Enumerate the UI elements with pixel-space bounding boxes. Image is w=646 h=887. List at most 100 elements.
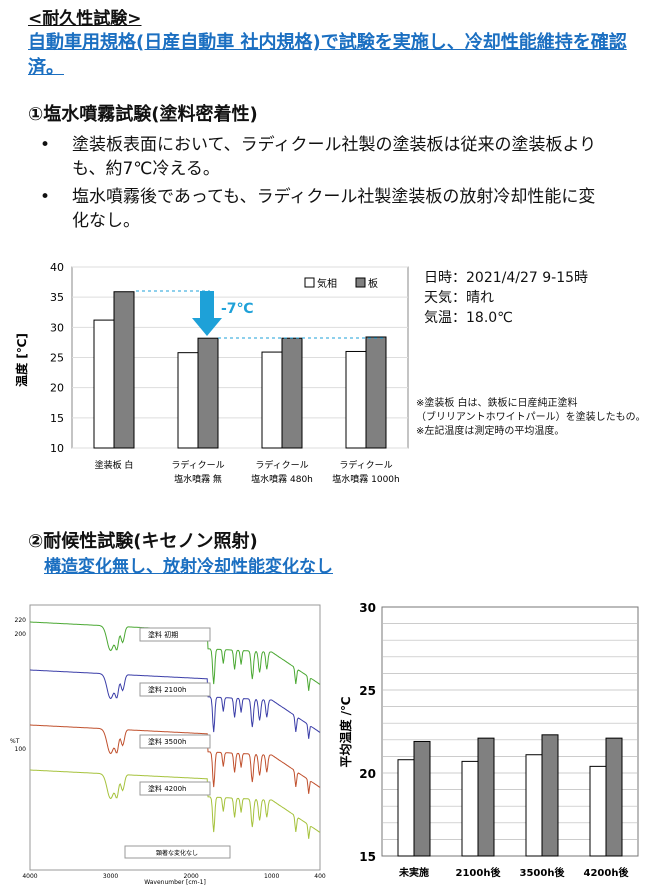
series-label-box <box>139 781 211 796</box>
bullet-item: • 塗装板表面において、ラディクール社製の塗装板は従来の塗装板よりも、約7℃冷える… <box>40 133 600 181</box>
spectra <box>30 621 321 839</box>
series-label-box <box>139 734 211 749</box>
y-tick-label: 220 <box>15 617 27 624</box>
bars <box>93 291 387 449</box>
y-tick-label: 25 <box>50 352 64 365</box>
note-line: （ブリリアントホワイトパール）を塗装したもの。 <box>416 412 646 423</box>
y-axis-label: %T <box>10 738 20 745</box>
temperature-drop-annotation: -7℃ <box>136 290 386 339</box>
x-tick-label: 3000 <box>103 873 118 880</box>
y-tick-label: 40 <box>50 261 64 274</box>
series-label-box <box>139 627 211 642</box>
x-tick-label: 塩水噴霧 480h <box>251 473 313 485</box>
test2-title: ②耐候性試験(キセノン照射) <box>28 531 258 552</box>
y-tick-label: 15 <box>359 850 376 864</box>
bullet-text: 塩水噴霧後であっても、ラディクール社製塗装板の放射冷却性能に変化なし。 <box>72 187 596 231</box>
bar <box>413 740 431 857</box>
down-arrow-icon <box>192 291 222 336</box>
arrow-label: -7℃ <box>221 301 254 317</box>
bar <box>525 754 543 857</box>
series-label: 塗料 3500h <box>148 737 186 746</box>
legend-label-1: 板 <box>368 277 378 290</box>
note-line: ※左記温度は測定時の平均温度。 <box>416 426 565 437</box>
bar <box>177 352 199 449</box>
test-conditions: 日時：2021/4/27 9-15時 天気：晴れ 気温：18.0℃ <box>424 268 588 328</box>
series-label: 塗料 初期 <box>148 630 178 639</box>
y-axis-label: 温度 [℃] <box>14 333 29 387</box>
summary-text: 自動車用規格(日産自動車 社内規格)で試験を実施し、冷却性能維持を確認済。 <box>28 32 627 78</box>
condition-temp: 気温：18.0℃ <box>424 310 513 326</box>
bar <box>589 765 607 857</box>
x-tick-label: ラディクール <box>171 459 224 471</box>
bar <box>113 291 135 449</box>
series-label: 塗料 2100h <box>148 685 186 694</box>
y-tick-label: 15 <box>50 412 64 425</box>
bottom-label-box <box>124 845 231 859</box>
bar <box>365 336 387 449</box>
legend: 気相 板 <box>304 277 378 290</box>
x-tick-label: 塩水噴霧 無 <box>174 473 222 485</box>
notes: ※塗装板 白は、鉄板に日産純正塗料 （ブリリアントホワイトパール）を塗装したもの… <box>416 397 646 439</box>
bar <box>477 737 495 857</box>
x-tick-label: 塗装板 白 <box>95 459 134 471</box>
series-label-box <box>139 682 211 697</box>
x-tick-label: 2000 <box>183 873 198 880</box>
x-tick-label: 3500h後 <box>520 866 566 879</box>
bullet-dot-icon: • <box>40 187 51 207</box>
x-tick-label: 塩水噴霧 1000h <box>332 473 399 485</box>
y-tick-label: 30 <box>50 321 64 334</box>
y-tick-label: 20 <box>50 382 64 395</box>
test1-title: ①塩水噴霧試験(塗料密着性) <box>28 104 258 125</box>
x-tick-labels: 塗装板 白ラディクール塩水噴霧 無ラディクール塩水噴霧 480hラディクール塩水… <box>95 459 400 485</box>
bullet-dot-icon: • <box>40 135 51 155</box>
bullet-text: 塗装板表面において、ラディクール社製の塗装板は従来の塗装板よりも、約7℃冷える。 <box>72 135 597 179</box>
note-line: ※塗装板 白は、鉄板に日産純正塗料 <box>416 398 578 409</box>
x-tick-label: ラディクール <box>255 459 308 471</box>
legend-swatch-1 <box>355 277 366 288</box>
legend-label-0: 気相 <box>317 277 337 290</box>
spectrum-line <box>30 769 321 839</box>
x-tick-label: 4200h後 <box>584 866 630 879</box>
bar <box>541 734 559 857</box>
y-tick-label: 20 <box>359 767 376 781</box>
x-axis-label: Wavenumber [cm-1] <box>144 879 206 886</box>
spectrum-line <box>30 669 321 739</box>
bar <box>345 350 367 449</box>
bar <box>93 319 115 449</box>
salt-spray-chart: 10152025303540 塗装板 白ラディクール塩水噴霧 無ラディクール塩水… <box>14 261 409 485</box>
bottom-label: 顕著な変化なし <box>156 849 198 857</box>
x-tick-label: 4000 <box>22 873 37 880</box>
y-axis-label: 平均温度 /℃ <box>338 696 353 767</box>
condition-date: 日時：2021/4/27 9-15時 <box>424 270 589 286</box>
bar <box>281 337 303 449</box>
bar <box>197 337 219 449</box>
x-tick-label: 400 <box>314 873 326 880</box>
section-title: <耐久性試験> <box>28 9 142 29</box>
x-tick-label: ラディクール <box>339 459 392 471</box>
y-tick-label: 200 <box>15 631 27 638</box>
weathering-temp-chart: 15 20 25 30 未実施 2100h後 3500h後 4200h後 平均温度 /℃ <box>338 601 639 879</box>
bar <box>261 351 283 449</box>
series-label: 塗料 4200h <box>148 784 186 793</box>
y-tick-label: 100 <box>15 746 27 753</box>
x-tick-label: 1000 <box>264 873 279 880</box>
y-tick-label: 25 <box>359 684 376 698</box>
bullet-item: • 塩水噴霧後であっても、ラディクール社製塗装板の放射冷却性能に変化なし。 <box>40 185 600 233</box>
x-tick-label: 未実施 <box>398 866 429 879</box>
bars <box>397 734 623 857</box>
x-tick-labels: 未実施 2100h後 3500h後 4200h後 <box>398 866 629 879</box>
test1-bullets: • 塗装板表面において、ラディクール社製の塗装板は従来の塗装板よりも、約7℃冷える… <box>40 133 600 237</box>
bar <box>461 760 479 857</box>
bar <box>605 737 623 857</box>
y-tick-label: 35 <box>50 291 64 304</box>
y-tick-label: 30 <box>359 601 376 615</box>
bar <box>397 759 415 857</box>
x-tick-label: 2100h後 <box>456 866 502 879</box>
y-tick-label: 10 <box>50 442 64 455</box>
spectrum-line <box>30 724 321 794</box>
test2-subtitle: 構造変化無し、放射冷却性能変化なし <box>44 557 333 577</box>
x-tick-labels: 4000 3000 2000 1000 400 <box>22 873 326 880</box>
legend-swatch-0 <box>304 277 315 288</box>
